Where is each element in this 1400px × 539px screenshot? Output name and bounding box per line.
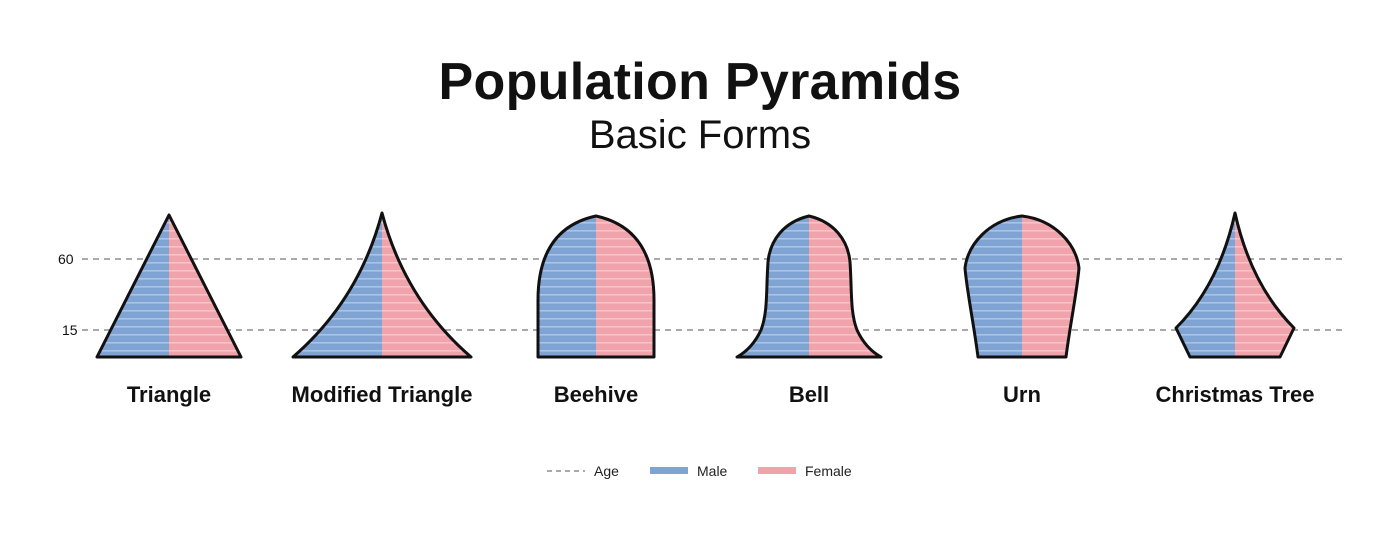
pyramid-outline — [95, 213, 243, 359]
age-lines: 60 15 — [58, 251, 1342, 338]
pyramid-christmas-tree — [1174, 211, 1296, 359]
pyramid-outline — [536, 214, 656, 359]
legend: Age Male Female — [547, 463, 852, 479]
shape-label-modified-triangle: Modified Triangle — [292, 382, 473, 407]
pyramid-outline — [291, 211, 473, 359]
age-band-stripes — [293, 213, 471, 357]
shape-label-bell: Bell — [789, 382, 829, 407]
age-band-stripes — [965, 216, 1079, 357]
page-title: Population Pyramids — [438, 53, 962, 111]
shape-label-triangle: Triangle — [127, 382, 211, 407]
legend-male-label: Male — [697, 463, 728, 479]
pyramid-modified-triangle — [291, 211, 473, 359]
legend-age-label: Age — [594, 463, 619, 479]
age-band-stripes — [1176, 213, 1294, 357]
shape-labels: Triangle Modified Triangle Beehive Bell … — [127, 382, 1315, 407]
age-label-60: 60 — [58, 251, 74, 267]
age-band-stripes — [737, 216, 881, 357]
shape-label-christmas-tree: Christmas Tree — [1156, 382, 1315, 407]
shape-label-beehive: Beehive — [554, 382, 638, 407]
shape-label-urn: Urn — [1003, 382, 1041, 407]
shapes-layer — [95, 211, 1296, 359]
pyramid-urn — [963, 214, 1081, 359]
pyramid-bell — [735, 214, 883, 359]
age-label-15: 15 — [62, 322, 78, 338]
pyramid-outline — [1174, 211, 1296, 359]
pyramid-outline — [963, 214, 1081, 359]
legend-female-swatch — [758, 467, 796, 474]
pyramid-outline — [735, 214, 883, 359]
page-subtitle: Basic Forms — [588, 113, 812, 157]
legend-male-swatch — [650, 467, 688, 474]
legend-female-label: Female — [805, 463, 852, 479]
